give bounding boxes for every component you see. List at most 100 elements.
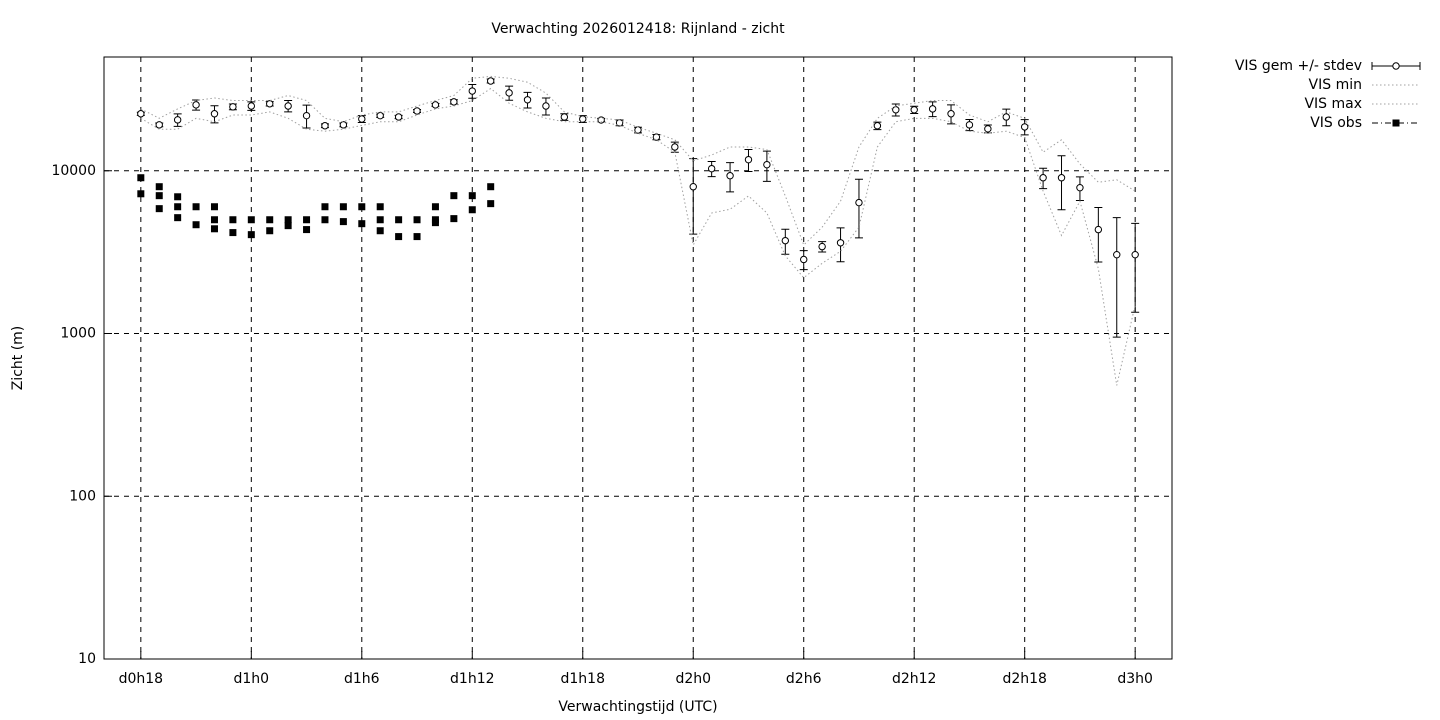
- obs-point: [321, 203, 329, 211]
- x-tick-label: d2h18: [1002, 671, 1046, 687]
- obs-point: [210, 203, 218, 211]
- obs-point: [339, 218, 347, 226]
- mean-point: [486, 77, 495, 85]
- obs-point: [210, 225, 218, 233]
- mean-point: [210, 110, 219, 118]
- obs-point: [413, 216, 421, 224]
- legend-marker: [1392, 62, 1400, 70]
- obs-point: [247, 216, 255, 224]
- mean-point: [266, 100, 274, 108]
- mean-point: [505, 89, 513, 97]
- mean-point: [984, 125, 992, 133]
- obs-point: [210, 216, 218, 224]
- mean-point: [1039, 174, 1047, 182]
- mean-point: [928, 105, 937, 113]
- obs-point: [376, 227, 384, 235]
- error-bar: [854, 178, 863, 239]
- mean-point: [1113, 250, 1121, 259]
- mean-point: [1076, 183, 1084, 192]
- mean-point: [229, 103, 237, 111]
- legend-label: VIS max: [1304, 96, 1362, 112]
- obs-point: [487, 200, 495, 208]
- mean-point: [726, 172, 734, 180]
- mean-point: [376, 111, 384, 120]
- mean-point: [910, 106, 918, 114]
- obs-point: [468, 192, 476, 200]
- mean-point: [781, 236, 790, 245]
- mean-point: [873, 122, 882, 130]
- range-line: [140, 75, 1136, 246]
- x-tick-label: d0h18: [119, 671, 163, 687]
- mean-point: [965, 121, 974, 129]
- legend-label: VIS gem +/- stdev: [1235, 58, 1362, 74]
- obs-point: [303, 226, 311, 234]
- mean-point: [358, 115, 366, 123]
- mean-point: [836, 239, 845, 247]
- x-axis-label: Verwachtingstijd (UTC): [558, 699, 717, 715]
- x-tick-label: d3h0: [1117, 671, 1153, 687]
- obs-point: [339, 203, 347, 211]
- legend-label: VIS min: [1309, 77, 1362, 93]
- mean-point: [450, 98, 458, 106]
- obs-point: [229, 229, 237, 237]
- obs-point: [155, 183, 163, 191]
- plot-frame: [103, 56, 1173, 660]
- mean-point: [173, 116, 182, 124]
- x-tick-label: d2h6: [786, 671, 822, 687]
- mean-point: [468, 87, 476, 95]
- x-tick-label: d1h0: [234, 671, 270, 687]
- x-tick-label: d1h6: [344, 671, 380, 687]
- mean-point: [689, 183, 697, 191]
- obs-point: [137, 174, 145, 182]
- chart-title: Verwachting 2026012418: Rijnland - zicht: [491, 21, 785, 37]
- error-bar: [689, 158, 698, 235]
- obs-point: [487, 183, 495, 191]
- mean-point: [137, 110, 145, 118]
- mean-point: [892, 106, 900, 114]
- obs-point: [376, 203, 384, 211]
- mean-point: [523, 96, 532, 104]
- mean-point: [1020, 123, 1029, 131]
- x-tick-label: d2h12: [892, 671, 936, 687]
- mean-point: [284, 102, 292, 110]
- mean-point: [579, 115, 587, 123]
- mean-point: [947, 110, 955, 118]
- obs-point: [358, 220, 366, 228]
- x-tick-label: d2h0: [675, 671, 711, 687]
- obs-point: [431, 219, 439, 227]
- obs-point: [413, 233, 421, 241]
- error-bar: [1094, 206, 1103, 263]
- obs-point: [174, 214, 182, 222]
- obs-point: [321, 216, 329, 224]
- obs-point: [229, 216, 237, 224]
- mean-point: [302, 111, 311, 120]
- mean-point: [1057, 174, 1066, 182]
- x-tick-label: d1h12: [450, 671, 494, 687]
- obs-point: [303, 216, 311, 224]
- y-tick-label: 10: [78, 651, 96, 667]
- obs-point: [266, 216, 274, 224]
- obs-point: [247, 231, 255, 239]
- obs-point: [155, 192, 163, 200]
- obs-point: [284, 216, 292, 224]
- obs-point: [266, 227, 274, 235]
- obs-point: [192, 203, 200, 211]
- x-tick-label: d1h18: [561, 671, 605, 687]
- mean-point: [321, 122, 329, 130]
- mean-point: [413, 107, 421, 115]
- obs-point: [450, 192, 458, 200]
- mean-point: [339, 121, 348, 129]
- obs-point: [468, 206, 476, 214]
- mean-point: [192, 101, 200, 109]
- mean-point: [560, 113, 569, 121]
- obs-point: [137, 190, 145, 198]
- mean-point: [707, 164, 716, 173]
- obs-point: [358, 203, 366, 211]
- error-bar: [1131, 222, 1140, 313]
- mean-point: [1002, 113, 1010, 121]
- obs-point: [450, 215, 458, 223]
- mean-point: [818, 242, 826, 251]
- mean-point: [1131, 250, 1139, 259]
- mean-point: [394, 113, 403, 121]
